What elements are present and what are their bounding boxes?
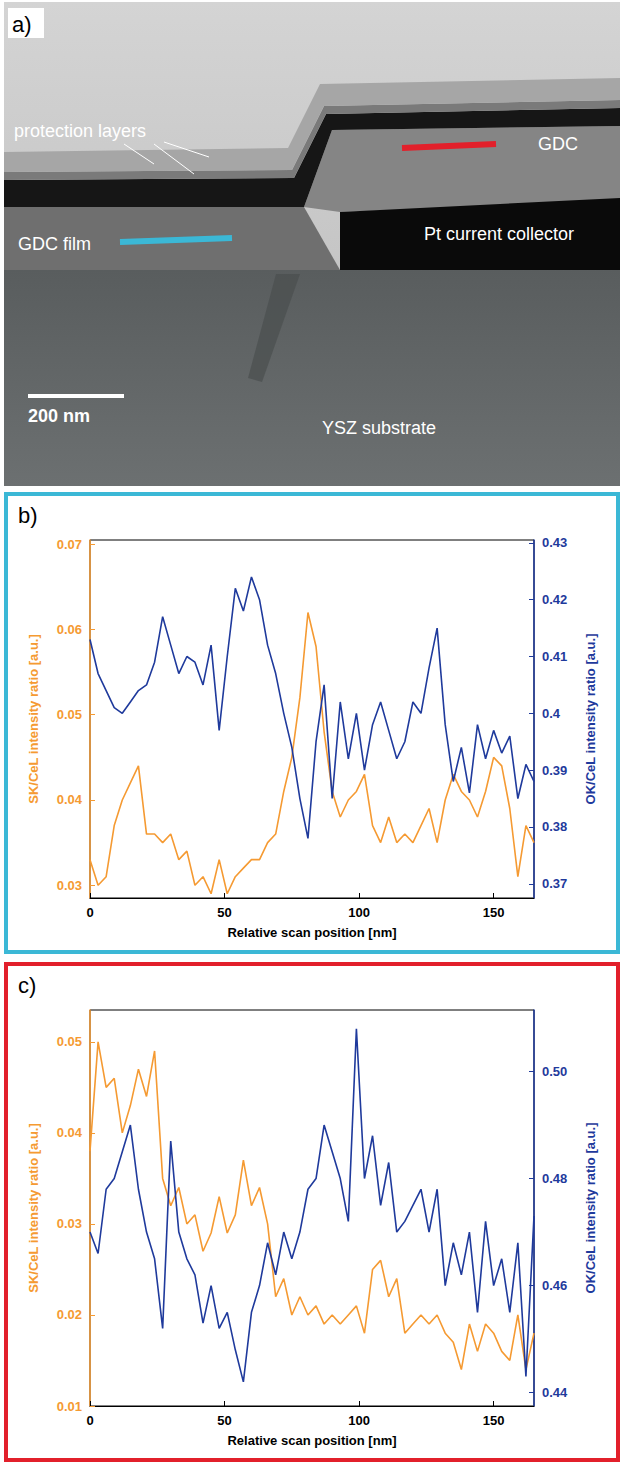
svg-text:0.41: 0.41	[542, 649, 567, 664]
svg-text:0: 0	[86, 905, 93, 920]
svg-text:0.02: 0.02	[57, 1307, 82, 1322]
svg-text:GDC: GDC	[538, 134, 578, 154]
svg-text:Relative scan position [nm]: Relative scan position [nm]	[227, 1433, 396, 1448]
svg-text:200 nm: 200 nm	[28, 406, 90, 426]
svg-text:SK/CeL intensity ratio [a.u.]: SK/CeL intensity ratio [a.u.]	[26, 1123, 41, 1293]
svg-text:OK/CeL intensity ratio [a.u.]: OK/CeL intensity ratio [a.u.]	[583, 634, 598, 805]
svg-text:150: 150	[483, 905, 505, 920]
svg-text:0: 0	[86, 1413, 93, 1428]
svg-text:100: 100	[348, 1413, 370, 1428]
svg-text:0.44: 0.44	[542, 1385, 568, 1400]
svg-text:0.48: 0.48	[542, 1171, 567, 1186]
svg-text:50: 50	[217, 1413, 231, 1428]
svg-text:0.05: 0.05	[57, 1034, 82, 1049]
svg-text:0.50: 0.50	[542, 1064, 567, 1079]
svg-text:YSZ substrate: YSZ substrate	[322, 418, 436, 438]
svg-text:0.38: 0.38	[542, 819, 567, 834]
svg-text:0.42: 0.42	[542, 592, 567, 607]
svg-text:100: 100	[348, 905, 370, 920]
svg-text:0.06: 0.06	[57, 622, 82, 637]
svg-text:0.01: 0.01	[57, 1399, 82, 1414]
svg-text:a): a)	[12, 12, 32, 37]
svg-text:150: 150	[483, 1413, 505, 1428]
svg-text:protection layers: protection layers	[14, 121, 146, 141]
svg-text:OK/CeL intensity ratio [a.u.]: OK/CeL intensity ratio [a.u.]	[583, 1123, 598, 1294]
svg-text:0.03: 0.03	[57, 1216, 82, 1231]
svg-text:0.46: 0.46	[542, 1278, 567, 1293]
svg-text:0.04: 0.04	[57, 1125, 83, 1140]
svg-text:0.05: 0.05	[57, 707, 82, 722]
svg-text:Relative scan position [nm]: Relative scan position [nm]	[227, 925, 396, 940]
svg-text:0.07: 0.07	[57, 537, 82, 552]
svg-text:Pt current collector: Pt current collector	[424, 224, 574, 244]
svg-text:c): c)	[18, 973, 36, 998]
svg-text:0.39: 0.39	[542, 763, 567, 778]
svg-text:0.04: 0.04	[57, 792, 83, 807]
svg-text:0.03: 0.03	[57, 878, 82, 893]
svg-text:0.43: 0.43	[542, 535, 567, 550]
svg-text:b): b)	[18, 503, 38, 528]
svg-text:50: 50	[217, 905, 231, 920]
svg-text:GDC film: GDC film	[18, 234, 91, 254]
svg-text:0.37: 0.37	[542, 876, 567, 891]
svg-text:SK/CeL intensity ratio [a.u.]: SK/CeL intensity ratio [a.u.]	[26, 634, 41, 804]
svg-text:0.4: 0.4	[542, 706, 561, 721]
